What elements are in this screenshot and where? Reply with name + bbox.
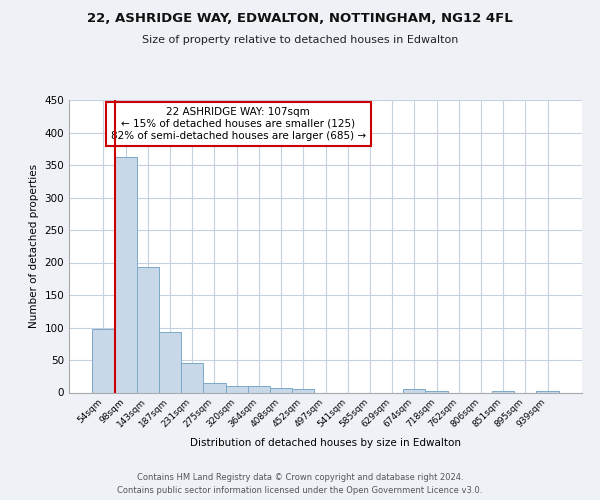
- Bar: [92, 330, 115, 392]
- Bar: [536, 391, 559, 392]
- Bar: [137, 267, 159, 392]
- Bar: [425, 391, 448, 392]
- Text: Contains HM Land Registry data © Crown copyright and database right 2024.: Contains HM Land Registry data © Crown c…: [137, 472, 463, 482]
- Bar: [492, 391, 514, 392]
- Bar: [181, 363, 203, 392]
- Text: 22, ASHRIDGE WAY, EDWALTON, NOTTINGHAM, NG12 4FL: 22, ASHRIDGE WAY, EDWALTON, NOTTINGHAM, …: [87, 12, 513, 26]
- Text: 22 ASHRIDGE WAY: 107sqm
← 15% of detached houses are smaller (125)
82% of semi-d: 22 ASHRIDGE WAY: 107sqm ← 15% of detache…: [111, 108, 366, 140]
- Bar: [159, 332, 181, 392]
- X-axis label: Distribution of detached houses by size in Edwalton: Distribution of detached houses by size …: [190, 438, 461, 448]
- Bar: [203, 384, 226, 392]
- Bar: [270, 388, 292, 392]
- Bar: [248, 386, 270, 392]
- Text: Size of property relative to detached houses in Edwalton: Size of property relative to detached ho…: [142, 35, 458, 45]
- Y-axis label: Number of detached properties: Number of detached properties: [29, 164, 39, 328]
- Bar: [403, 389, 425, 392]
- Bar: [226, 386, 248, 392]
- Bar: [292, 389, 314, 392]
- Bar: [115, 157, 137, 392]
- Text: Contains public sector information licensed under the Open Government Licence v3: Contains public sector information licen…: [118, 486, 482, 495]
